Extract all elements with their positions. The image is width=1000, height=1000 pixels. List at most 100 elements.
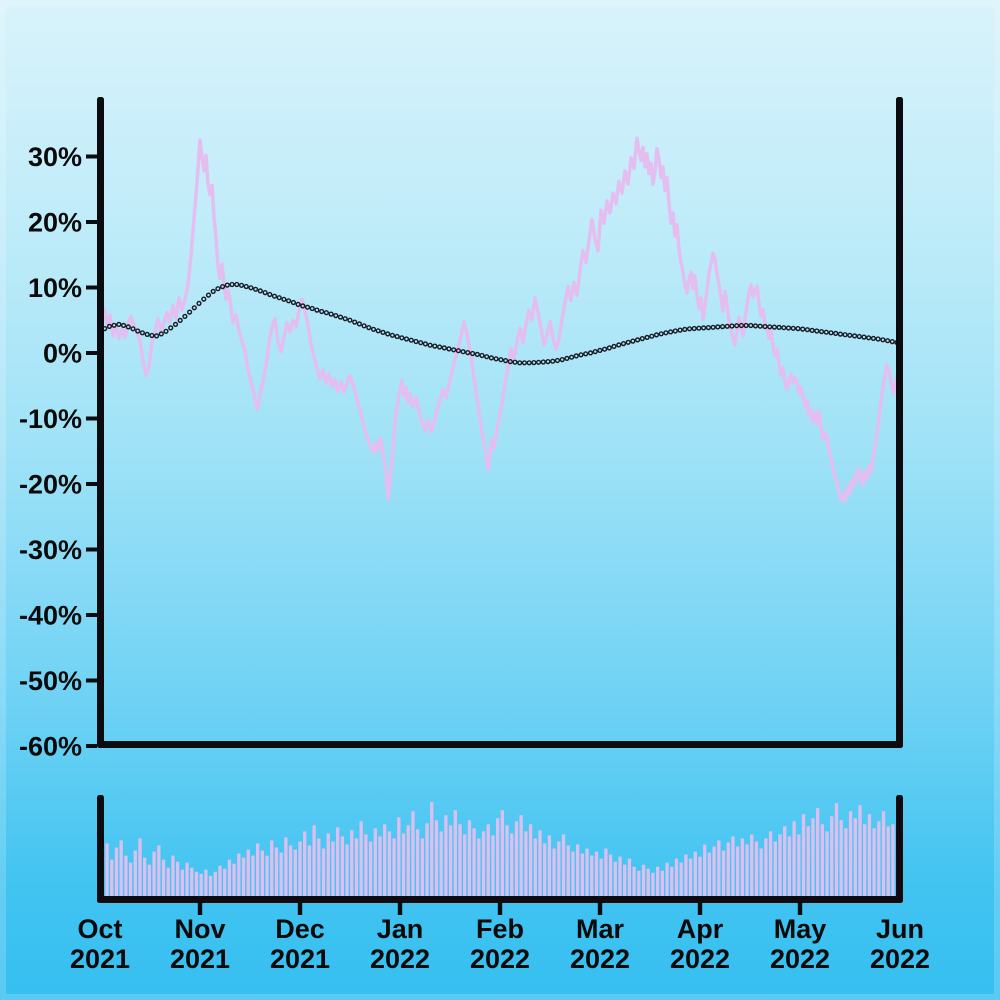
volume-bar: [543, 843, 547, 896]
moving-average-dot: [389, 332, 395, 338]
x-tick-year-label: 2021: [270, 944, 330, 974]
moving-average-dot: [658, 331, 664, 337]
moving-average-dot: [375, 328, 381, 334]
moving-average-dot: [267, 291, 273, 298]
volume-bar: [571, 851, 575, 896]
y-tick: [86, 547, 97, 552]
main-left-spine: [97, 97, 104, 748]
moving-average-dot: [427, 342, 433, 348]
moving-average-dot: [493, 356, 499, 362]
volume-bar: [430, 802, 434, 896]
x-axis-ticks: [197, 903, 803, 915]
volume-bar: [434, 820, 439, 896]
moving-average-dot: [809, 327, 815, 333]
volume-bar: [260, 850, 265, 896]
moving-average-dot: [526, 360, 532, 366]
moving-average-dot: [361, 323, 367, 329]
volume-bar: [166, 867, 170, 896]
volume-bar: [415, 829, 420, 896]
volume-bar: [251, 855, 255, 896]
moving-average-dot: [545, 359, 551, 365]
volume-bar: [481, 831, 486, 896]
moving-average-dot: [229, 281, 235, 288]
volume-bar: [561, 834, 566, 896]
moving-average-dot: [743, 322, 749, 329]
moving-average-dot: [347, 317, 353, 323]
volume-bar: [891, 824, 895, 896]
volume-bar: [881, 811, 886, 896]
volume-bars: [100, 802, 900, 896]
volume-bar: [599, 858, 603, 896]
volume-bar: [853, 818, 857, 896]
volume-bar: [345, 844, 349, 896]
volume-bar: [660, 870, 665, 896]
moving-average-dot: [474, 351, 480, 357]
y-tick: [86, 678, 97, 683]
volume-bar: [453, 810, 457, 896]
volume-bar: [223, 868, 227, 896]
moving-average-dot: [370, 326, 377, 332]
moving-average-dot: [762, 323, 768, 330]
volume-bar: [637, 870, 641, 896]
volume-bar: [397, 817, 401, 896]
moving-average-dot: [880, 337, 886, 343]
x-tick-year-label: 2022: [570, 944, 630, 974]
volume-bar: [303, 831, 307, 896]
moving-average-dot: [220, 284, 226, 290]
moving-average-dot: [578, 352, 584, 358]
volume-bar: [467, 820, 472, 896]
moving-average-dot: [144, 331, 150, 337]
volume-bar: [199, 873, 203, 896]
moving-average-dot: [130, 326, 136, 332]
moving-average-dot: [149, 332, 155, 339]
volume-bar: [750, 834, 754, 896]
moving-average-dot: [866, 335, 872, 341]
volume-bar: [171, 855, 175, 896]
moving-average-dot: [583, 351, 589, 357]
x-tick: [397, 903, 403, 915]
volume-bar: [119, 840, 123, 896]
volume-bar: [298, 841, 302, 896]
x-tick: [797, 903, 803, 915]
volume-bar: [185, 862, 189, 896]
moving-average-dot: [290, 299, 296, 306]
moving-average-dot: [488, 355, 494, 361]
moving-average-dot: [682, 326, 688, 332]
moving-average-dot: [804, 327, 810, 333]
moving-average-dot: [422, 341, 428, 347]
moving-average-dot: [385, 331, 391, 337]
volume-bar: [439, 831, 443, 896]
volume-bar: [340, 836, 345, 896]
x-tick-year-label: 2022: [770, 944, 830, 974]
moving-average-dot: [337, 314, 344, 320]
moving-average-dot: [710, 324, 716, 330]
moving-average-dot: [253, 286, 259, 292]
moving-average-dot: [224, 282, 230, 288]
volume-bar: [284, 837, 288, 896]
y-tick: [86, 482, 97, 486]
moving-average-dot: [776, 324, 782, 330]
volume-bar: [373, 828, 377, 896]
volume-bar: [740, 838, 745, 896]
volume-bar: [580, 853, 585, 896]
volume-bar: [641, 864, 646, 896]
moving-average-dot: [795, 326, 801, 332]
moving-average-dot: [517, 360, 523, 366]
axes-spines: [97, 97, 903, 903]
volume-bar: [270, 840, 274, 896]
moving-average-dot: [625, 339, 631, 345]
moving-average-dot: [705, 325, 711, 331]
volume-bar: [491, 835, 495, 896]
x-tick: [197, 903, 203, 915]
volume-bar: [218, 865, 222, 896]
y-tick: [86, 613, 97, 617]
moving-average-dot: [771, 324, 777, 330]
volume-bar: [731, 836, 735, 896]
volume-bar: [133, 850, 137, 896]
y-tick: [86, 285, 97, 290]
moving-average-dot: [601, 346, 608, 352]
volume-bar: [721, 850, 726, 896]
moving-average-dot: [352, 319, 358, 325]
moving-average-dot: [342, 316, 348, 322]
